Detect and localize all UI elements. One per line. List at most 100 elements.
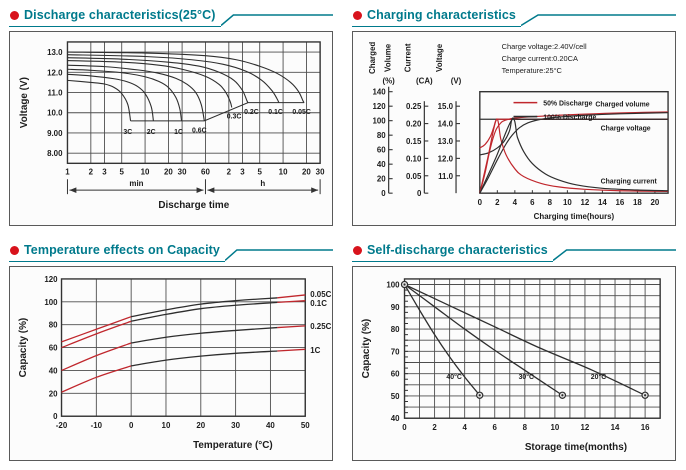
svg-text:100: 100	[386, 280, 400, 289]
svg-text:Temperature:25°C: Temperature:25°C	[502, 66, 563, 75]
svg-text:0.1C: 0.1C	[268, 109, 283, 116]
svg-text:2: 2	[227, 167, 232, 176]
svg-text:Charge voltage:2.40V/cell: Charge voltage:2.40V/cell	[502, 42, 587, 51]
svg-text:3C: 3C	[123, 129, 132, 136]
svg-text:-20: -20	[56, 421, 68, 430]
svg-text:40°C: 40°C	[446, 373, 461, 381]
title-rule-line	[521, 6, 676, 27]
svg-text:15.0: 15.0	[438, 102, 454, 111]
svg-text:80: 80	[391, 325, 400, 334]
svg-text:3: 3	[102, 167, 107, 176]
title-left: Self-discharge characteristics	[352, 241, 553, 262]
title-left: Temperature effects on Capacity	[9, 241, 225, 262]
svg-text:100: 100	[372, 117, 386, 126]
svg-text:(V): (V)	[451, 77, 462, 86]
svg-text:1C: 1C	[174, 129, 183, 136]
svg-text:50: 50	[391, 392, 400, 401]
svg-text:50: 50	[301, 421, 310, 430]
svg-text:20: 20	[49, 389, 58, 398]
svg-text:0.3C: 0.3C	[227, 114, 242, 121]
svg-text:60: 60	[377, 146, 386, 155]
bullet-icon	[353, 245, 362, 255]
svg-text:Discharge time: Discharge time	[158, 200, 229, 211]
svg-text:20: 20	[651, 198, 660, 207]
bullet-icon	[353, 10, 362, 20]
svg-text:14: 14	[598, 198, 607, 207]
temperature-chart: 0 20 40 60 80 100 120 -20 -10 0 10 20 30 40 50 Capacity…	[18, 275, 332, 451]
section-title-discharge: Discharge characteristics(25°C)	[9, 6, 333, 27]
svg-text:Capacity (%): Capacity (%)	[361, 319, 372, 379]
svg-text:0.05C: 0.05C	[292, 109, 310, 116]
self-discharge-chart-frame: 40 50 60 70 80 90 100 0 2 4 6 8 10 12 14 16 Capacity (%)…	[352, 266, 676, 461]
svg-text:6: 6	[493, 423, 498, 432]
svg-text:30: 30	[316, 167, 325, 176]
svg-text:(CA): (CA)	[416, 77, 433, 86]
svg-text:4: 4	[462, 423, 467, 432]
svg-text:1C: 1C	[310, 346, 320, 355]
svg-text:Voltage: Voltage	[435, 43, 444, 72]
svg-text:120: 120	[372, 102, 386, 111]
svg-text:12.0: 12.0	[47, 68, 63, 77]
svg-text:20: 20	[302, 167, 311, 176]
svg-text:40: 40	[377, 160, 386, 169]
svg-text:3: 3	[240, 167, 245, 176]
svg-text:0: 0	[402, 423, 407, 432]
svg-text:30: 30	[231, 421, 240, 430]
svg-text:Capacity (%): Capacity (%)	[18, 318, 29, 378]
svg-text:8: 8	[548, 198, 553, 207]
svg-text:8.00: 8.00	[47, 149, 63, 158]
bullet-icon	[10, 245, 19, 255]
section-title-self-discharge: Self-discharge characteristics	[352, 241, 676, 262]
charging-chart-frame: 0 20 40 60 80 100 120 140 Charged Volume (%) 0 0.05 0…	[352, 31, 676, 226]
panel-self-discharge: Self-discharge characteristics 40 50 60 70 8…	[343, 235, 686, 470]
section-title-text: Self-discharge characteristics	[367, 243, 548, 257]
svg-text:6: 6	[530, 198, 535, 207]
svg-text:Volume: Volume	[384, 43, 393, 72]
svg-text:8: 8	[523, 423, 528, 432]
svg-text:Charging time(hours): Charging time(hours)	[534, 212, 615, 221]
title-rule-line	[221, 6, 333, 27]
svg-text:80: 80	[49, 321, 58, 330]
panel-charging-characteristics: Charging characteristics 0 20 40 60 80 100 120…	[343, 0, 686, 235]
svg-text:11.0: 11.0	[438, 172, 454, 181]
svg-text:Voltage (V): Voltage (V)	[19, 77, 30, 128]
svg-text:0: 0	[478, 198, 483, 207]
svg-text:140: 140	[372, 88, 386, 97]
svg-text:0.10: 0.10	[406, 154, 422, 163]
svg-text:Charged volume: Charged volume	[595, 102, 649, 109]
title-rule-line	[225, 241, 333, 262]
svg-text:10.0: 10.0	[47, 109, 63, 118]
svg-text:60: 60	[391, 370, 400, 379]
svg-text:30°C: 30°C	[519, 373, 534, 381]
svg-text:0: 0	[417, 189, 422, 198]
svg-text:13.0: 13.0	[47, 48, 63, 57]
svg-text:min: min	[129, 179, 143, 188]
title-rule-line	[553, 241, 676, 262]
svg-text:-10: -10	[91, 421, 103, 430]
svg-text:60: 60	[49, 344, 58, 353]
svg-text:10: 10	[162, 421, 171, 430]
svg-text:100% Discharge: 100% Discharge	[543, 115, 596, 122]
svg-text:40: 40	[266, 421, 275, 430]
svg-text:Temperature (°C): Temperature (°C)	[193, 440, 273, 451]
svg-text:Current: Current	[403, 43, 412, 72]
temperature-chart-frame: 0 20 40 60 80 100 120 -20 -10 0 10 20 30 40 50 Capacity…	[9, 266, 333, 461]
svg-text:14.0: 14.0	[438, 120, 454, 129]
bullet-icon	[10, 10, 19, 20]
svg-text:20: 20	[377, 175, 386, 184]
svg-text:0.25: 0.25	[406, 102, 422, 111]
svg-text:40: 40	[391, 414, 400, 423]
svg-text:20: 20	[196, 421, 205, 430]
svg-text:20°C: 20°C	[591, 373, 606, 381]
section-title-text: Discharge characteristics(25°C)	[24, 8, 216, 22]
svg-text:2: 2	[432, 423, 437, 432]
svg-text:(%): (%)	[383, 77, 396, 86]
svg-text:Storage time(months): Storage time(months)	[525, 442, 627, 453]
svg-text:Charge current:0.20CA: Charge current:0.20CA	[502, 54, 578, 63]
svg-text:30: 30	[178, 167, 187, 176]
svg-text:70: 70	[391, 347, 400, 356]
svg-text:5: 5	[120, 167, 125, 176]
